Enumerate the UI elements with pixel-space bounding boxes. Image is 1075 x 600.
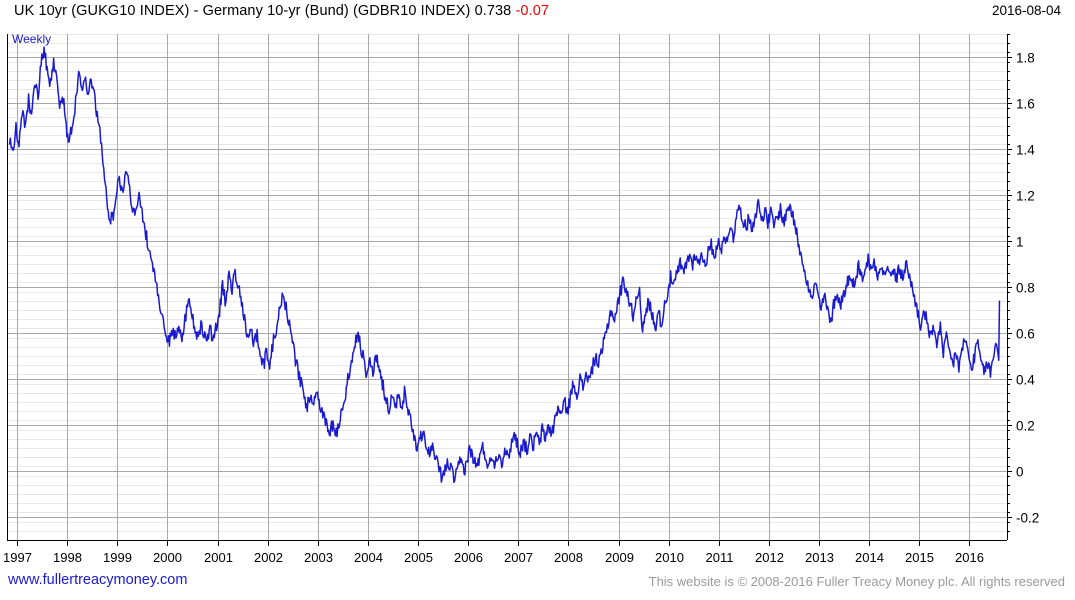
svg-text:0.6: 0.6 (1016, 327, 1035, 342)
change-value: -0.07 (515, 3, 550, 19)
chart-header: UK 10yr (GUKG10 INDEX) - Germany 10-yr (… (0, 0, 1075, 28)
chart-area[interactable]: -0.2 0 0.2 0.4 0.6 0.8 1 1.2 1.4 1.6 1.8 1997 1998 1… (0, 28, 1075, 568)
svg-text:2014: 2014 (855, 550, 884, 565)
svg-text:2010: 2010 (655, 550, 684, 565)
y-axis-tick-labels: -0.2 0 0.2 0.4 0.6 0.8 1 1.2 1.4 1.6 1.8 (1016, 51, 1039, 526)
svg-text:0.8: 0.8 (1016, 281, 1035, 296)
grid-minor-lines (7, 34, 1007, 532)
x-axis-tick-labels: 1997 1998 1999 2000 2001 2002 2003 2004 2005 2006… (3, 550, 984, 565)
copyright-notice: This website is © 2008-2016 Fuller Treac… (648, 574, 1065, 589)
svg-text:1997: 1997 (3, 550, 32, 565)
svg-text:2015: 2015 (905, 550, 934, 565)
svg-text:2004: 2004 (354, 550, 383, 565)
as-of-date: 2016-08-04 (991, 3, 1061, 18)
svg-text:2006: 2006 (454, 550, 483, 565)
svg-text:1.8: 1.8 (1016, 51, 1035, 66)
svg-text:2008: 2008 (554, 550, 583, 565)
svg-text:1.2: 1.2 (1016, 189, 1035, 204)
axis-lines (7, 34, 1008, 541)
grid-vertical-lines (17, 34, 970, 546)
svg-text:2007: 2007 (504, 550, 533, 565)
svg-text:2012: 2012 (755, 550, 784, 565)
svg-text:1: 1 (1016, 235, 1024, 250)
last-value: 0.738 (474, 3, 512, 19)
svg-text:2003: 2003 (304, 550, 333, 565)
svg-text:2011: 2011 (706, 550, 734, 565)
series-line-0 (8, 46, 1001, 484)
instrument-title: UK 10yr (GUKG10 INDEX) - Germany 10-yr (… (14, 3, 471, 19)
chart-footer: www.fullertreacymoney.com This website i… (0, 570, 1075, 600)
svg-text:1.6: 1.6 (1016, 97, 1035, 112)
page-title: UK 10yr (GUKG10 INDEX) - Germany 10-yr (… (14, 3, 549, 19)
svg-text:2013: 2013 (805, 550, 834, 565)
svg-text:2016: 2016 (955, 550, 984, 565)
svg-text:1998: 1998 (53, 550, 82, 565)
svg-text:0.2: 0.2 (1016, 419, 1035, 434)
svg-text:-0.2: -0.2 (1016, 511, 1039, 526)
frequency-label: Weekly (12, 32, 52, 46)
series-line-group (8, 46, 1001, 484)
svg-text:1999: 1999 (103, 550, 132, 565)
svg-text:2009: 2009 (605, 550, 634, 565)
price-chart[interactable]: -0.200.20.40.60.811.21.41.61.8 1997 1998 1… (0, 28, 1075, 568)
svg-text:0: 0 (1016, 465, 1024, 480)
svg-text:1.4: 1.4 (1016, 143, 1035, 158)
svg-text:2000: 2000 (153, 550, 182, 565)
svg-text:0.4: 0.4 (1016, 373, 1035, 388)
svg-text:2005: 2005 (404, 550, 433, 565)
svg-text:2001: 2001 (204, 550, 233, 565)
svg-text:2002: 2002 (254, 550, 283, 565)
site-url-link[interactable]: www.fullertreacymoney.com (8, 572, 188, 588)
